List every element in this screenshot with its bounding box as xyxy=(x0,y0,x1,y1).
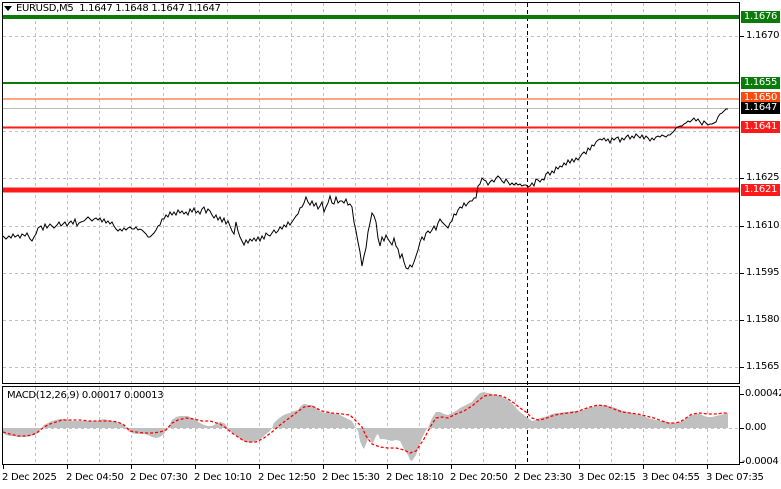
macd-histogram xyxy=(3,392,728,461)
current-price-tag: 1.1647 xyxy=(741,102,780,114)
time-axis-label: 2 Dec 20:50 xyxy=(450,472,508,483)
time-axis-label: 3 Dec 02:15 xyxy=(578,472,636,483)
time-axis-label: 2 Dec 07:30 xyxy=(130,472,188,483)
time-axis-label: 2 Dec 15:30 xyxy=(322,472,380,483)
time-axis-ticks xyxy=(3,465,708,469)
time-axis-label: 3 Dec 04:55 xyxy=(642,472,700,483)
symbol-label: EURUSD,M5 xyxy=(16,3,74,14)
price-scale-label: 1.1565 xyxy=(746,361,780,372)
chart-header: EURUSD,M5 1.1647 1.1648 1.1647 1.1647 xyxy=(4,3,221,14)
time-axis-label: 2 Dec 04:50 xyxy=(66,472,124,483)
time-axis-label: 2 Dec 2025 xyxy=(2,472,57,483)
level-tag-1-1650: 1.1650 xyxy=(741,92,780,104)
macd-scale-label: -0.0004 xyxy=(742,456,779,467)
time-axis-label: 2 Dec 12:50 xyxy=(258,472,316,483)
time-axis-label: 3 Dec 07:35 xyxy=(706,472,764,483)
macd-title: MACD(12,26,9) 0.00017 0.00013 xyxy=(7,390,164,401)
price-scale-label: 1.1580 xyxy=(746,314,780,325)
price-line xyxy=(2,108,728,270)
time-axis-label: 2 Dec 18:10 xyxy=(386,472,444,483)
ohlc-values: 1.1647 1.1648 1.1647 1.1647 xyxy=(79,3,221,14)
time-axis-label: 2 Dec 10:10 xyxy=(194,472,252,483)
price-pane-border xyxy=(2,2,740,384)
price-scale-label: 1.1595 xyxy=(746,267,780,278)
collapse-triangle-icon[interactable] xyxy=(4,5,12,11)
macd-scale-label: 0.00 xyxy=(745,422,767,433)
level-tag-1-1621: 1.1621 xyxy=(741,184,780,196)
macd-scale-label: 0.00042 xyxy=(745,388,781,399)
price-scale-ticks xyxy=(740,36,744,463)
macd-signal-line xyxy=(2,394,728,454)
price-scale-label: 1.1610 xyxy=(746,220,780,231)
level-tag-1-1676: 1.1676 xyxy=(741,11,780,23)
time-axis-label: 2 Dec 23:30 xyxy=(514,472,572,483)
level-tag-1-1655: 1.1655 xyxy=(741,77,780,89)
price-scale-label: 1.1625 xyxy=(746,172,780,183)
level-tag-1-1641: 1.1641 xyxy=(741,121,780,133)
price-scale-label: 1.1670 xyxy=(746,30,780,41)
